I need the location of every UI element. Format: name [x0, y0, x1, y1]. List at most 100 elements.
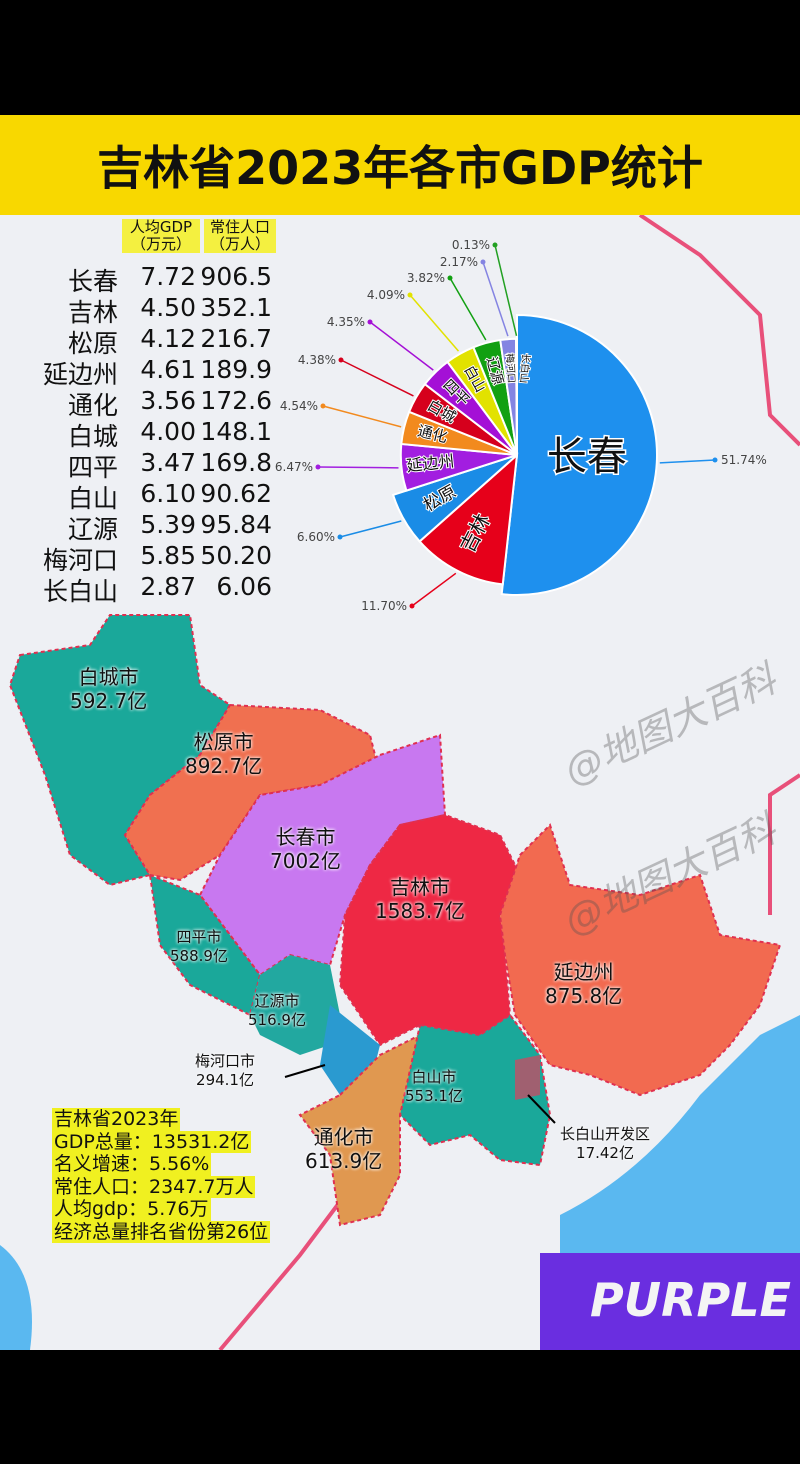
population: 906.5 [200, 262, 272, 291]
city-name: 梅河口 [42, 546, 118, 575]
pie-leader-line [369, 321, 434, 371]
page-title: 吉林省2023年各市GDP统计 [0, 115, 800, 215]
table-row: 白山 6.10 90.62 [30, 479, 272, 513]
stat-line: 常住人口：2347.7万人 [52, 1175, 256, 1198]
pie-percent-label: 3.82% [407, 271, 445, 285]
gdp-per-capita: 4.00 [140, 417, 196, 446]
region-jilin-shape [338, 813, 522, 1047]
pie-slice-label: 辽源 [483, 355, 506, 386]
region-siping-shape [148, 873, 262, 1017]
population: 352.1 [200, 293, 272, 322]
pie-leader-dot [492, 242, 498, 248]
gdp-per-capita: 5.39 [140, 510, 196, 539]
table-row: 长春 7.72 906.5 [30, 262, 272, 296]
pie-leader-dot [320, 403, 326, 409]
region-liaoyuan-shape [250, 955, 340, 1055]
pie-leader-dot [315, 464, 321, 470]
arrow-meihekou [284, 1064, 326, 1078]
gdp-per-capita: 3.47 [140, 448, 196, 477]
pie-percent-label: 4.54% [280, 399, 318, 413]
pie-slice [500, 313, 658, 596]
pie-percent-label: 6.60% [297, 530, 335, 544]
pie-leader-dot [337, 534, 343, 540]
pie-percent-label: 4.09% [367, 288, 405, 302]
pie-leader-dot [407, 292, 413, 298]
gdp-per-capita: 5.85 [140, 541, 196, 570]
population: 90.62 [200, 479, 272, 508]
pie-percent-label: 11.70% [361, 599, 407, 613]
city-name: 松原 [67, 329, 118, 358]
pie-percent-label: 4.35% [327, 315, 365, 329]
label-baicheng: 白城市 592.7亿 [70, 665, 148, 713]
label-changbaishan: 长白山开发区 17.42亿 [560, 1125, 651, 1162]
label-yanbian: 延边州 875.8亿 [545, 960, 623, 1008]
label-tonghua: 通化市 613.9亿 [305, 1125, 383, 1173]
stat-line: GDP总量：13531.2亿 [52, 1130, 252, 1153]
map-shapes: 长春 51.74% 吉林 11.70% 松原 6.60% 延边州 6.47% 通化 4.54% 白城… [0, 215, 800, 1350]
population: 95.84 [200, 510, 272, 539]
pie-leader-dot [480, 259, 486, 265]
label-liaoyuan: 辽源市 516.9亿 [248, 992, 306, 1029]
pie-leader-line [340, 359, 414, 397]
pie-slice-label: 长春 [547, 434, 627, 480]
pie-percent-label: 6.47% [275, 460, 313, 474]
pie-leader-dot [367, 319, 373, 325]
city-name: 长春 [67, 267, 118, 296]
header-gdp-per-capita: 人均GDP （万元） [122, 219, 200, 253]
city-name: 延边州 [42, 360, 118, 389]
population: 216.7 [200, 324, 272, 353]
region-tonghua-shape [298, 1033, 422, 1227]
label-jilin: 吉林市 1583.7亿 [375, 875, 465, 923]
pie-leader-line [317, 466, 399, 469]
pie-leader-line [659, 459, 716, 464]
pie-slice [418, 452, 519, 586]
gdp-per-capita: 3.56 [140, 386, 196, 415]
label-meihekou: 梅河口市 294.1亿 [195, 1052, 256, 1089]
region-changbaishan-shape [515, 1055, 540, 1100]
pie-leader-dot [447, 275, 453, 281]
pie-leader-line [482, 261, 509, 337]
city-name: 白城 [67, 422, 118, 451]
gdp-per-capita: 4.12 [140, 324, 196, 353]
pie-leader-line [449, 277, 487, 341]
label-songyuan: 松原市 892.7亿 [185, 730, 263, 778]
pie-leader-line [494, 244, 518, 336]
pie-leader-line [409, 294, 460, 352]
pie-leader-dot [338, 357, 344, 363]
pie-slice-label: 梅河口 [503, 353, 518, 384]
gdp-per-capita: 4.61 [140, 355, 196, 384]
pie-leader-dot [712, 457, 718, 463]
table-row: 通化 3.56 172.6 [30, 386, 272, 420]
city-name: 通化 [67, 391, 118, 420]
gdp-per-capita: 6.10 [140, 479, 196, 508]
population: 172.6 [200, 386, 272, 415]
pie-slice-label: 长白山 [517, 353, 533, 384]
table-row: 松原 4.12 216.7 [30, 324, 272, 358]
gdp-per-capita: 2.87 [140, 572, 196, 601]
gdp-per-capita: 4.50 [140, 293, 196, 322]
pie-slice [515, 337, 518, 456]
table-row: 梅河口 5.85 50.20 [30, 541, 272, 575]
stat-line: 名义增速：5.56% [52, 1153, 212, 1176]
pie-percent-label: 0.13% [452, 238, 490, 252]
stat-line: 吉林省2023年 [52, 1108, 181, 1131]
table-row: 四平 3.47 169.8 [30, 448, 272, 482]
pie-leader-line [322, 405, 402, 428]
table-row: 吉林 4.50 352.1 [30, 293, 272, 327]
population: 50.20 [200, 541, 272, 570]
stat-line: 人均gdp：5.76万 [52, 1198, 211, 1221]
population: 148.1 [200, 417, 272, 446]
pie-slice-label: 延边州 [406, 451, 456, 475]
sea-left [0, 1245, 32, 1350]
region-yanbian-shape [498, 823, 782, 1097]
stat-line: 经济总量排名省份第26位 [52, 1220, 271, 1243]
label-baishan: 白山市 553.1亿 [405, 1068, 463, 1105]
table-row: 白城 4.00 148.1 [30, 417, 272, 451]
gdp-per-capita: 7.72 [140, 262, 196, 291]
brand-logo: PURPLE [540, 1253, 800, 1350]
population: 6.06 [216, 572, 272, 601]
pie-leader-line [339, 520, 402, 538]
table-row: 延边州 4.61 189.9 [30, 355, 272, 389]
pie-slice [391, 454, 518, 543]
